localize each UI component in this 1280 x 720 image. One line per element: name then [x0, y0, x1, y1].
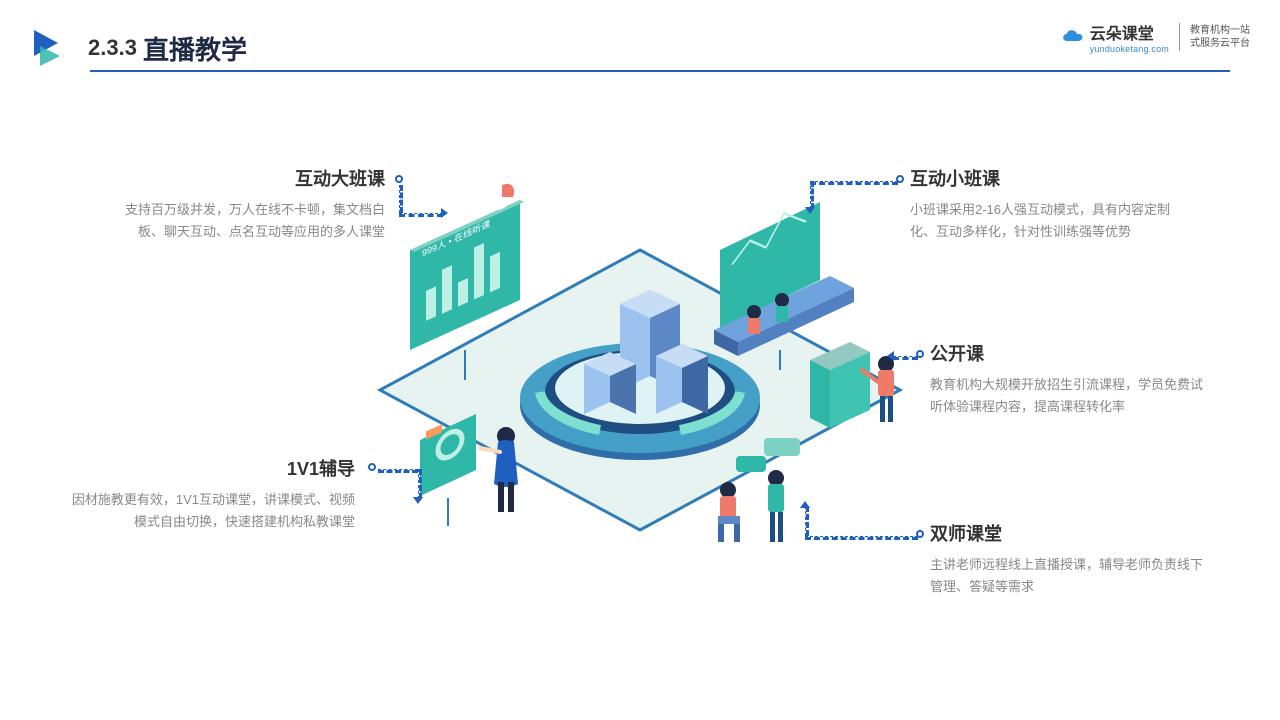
header-underline: [90, 70, 1230, 72]
slide-header: 2.3.3 直播教学: [30, 28, 247, 68]
connector-line: [399, 185, 403, 213]
brand-sub: yunduoketang.com: [1090, 44, 1169, 54]
arrow-head-icon: [887, 351, 894, 361]
callout-body: 因材施教更有效，1V1互动课堂，讲课模式、视频模式自由切换，快速搭建机构私教课堂: [70, 489, 355, 533]
connector-line: [810, 181, 898, 185]
callout-title: 公开课: [930, 340, 1215, 366]
connector-dot: [368, 463, 376, 471]
callout-mid-right: 公开课 教育机构大规模开放招生引流课程，学员免费试听体验课程内容，提高课程转化率: [930, 340, 1215, 418]
arrow-head-icon: [441, 208, 448, 218]
callout-top-left: 互动大班课 支持百万级并发，万人在线不卡顿，集文档白板、聊天互动、点名互动等应用…: [100, 165, 385, 243]
section-title: 直播教学: [143, 30, 247, 67]
brand-block: 云朵课堂 yunduoketang.com 教育机构一站 式服务云平台: [1060, 20, 1250, 54]
callout-bottom-right: 双师课堂 主讲老师远程线上直播授课，辅导老师负责线下管理、答疑等需求: [930, 520, 1215, 598]
section-number: 2.3.3: [88, 35, 137, 61]
callout-top-right: 互动小班课 小班课采用2-16人强互动模式，具有内容定制化、互动多样化，针对性训…: [910, 165, 1195, 243]
callout-title: 双师课堂: [930, 520, 1215, 546]
connector-line: [418, 469, 422, 499]
connector-line: [378, 469, 418, 473]
brand-tag-line2: 式服务云平台: [1190, 37, 1250, 51]
arrow-head-icon: [800, 501, 810, 508]
brand-tag: 教育机构一站 式服务云平台: [1190, 24, 1250, 51]
connector-line: [893, 356, 918, 360]
brand-logo: 云朵课堂 yunduoketang.com: [1060, 20, 1169, 54]
play-icon: [30, 28, 70, 68]
connector-line: [805, 506, 809, 536]
callout-body: 小班课采用2-16人强互动模式，具有内容定制化、互动多样化，针对性训练强等优势: [910, 199, 1195, 243]
callout-body: 主讲老师远程线上直播授课，辅导老师负责线下管理、答疑等需求: [930, 554, 1215, 598]
connector-line: [810, 181, 814, 209]
brand-name: 云朵课堂: [1090, 20, 1169, 44]
connector-dot: [395, 175, 403, 183]
callout-body: 支持百万级并发，万人在线不卡顿，集文档白板、聊天互动、点名互动等应用的多人课堂: [100, 199, 385, 243]
brand-tag-line1: 教育机构一站: [1190, 24, 1250, 38]
callout-body: 教育机构大规模开放招生引流课程，学员免费试听体验课程内容，提高课程转化率: [930, 374, 1215, 418]
arrow-head-icon: [413, 497, 423, 504]
callout-title: 1V1辅导: [70, 455, 355, 481]
callout-title: 互动小班课: [910, 165, 1195, 191]
arrow-head-icon: [805, 207, 815, 214]
callout-title: 互动大班课: [100, 165, 385, 191]
connector-line: [805, 536, 918, 540]
brand-divider: [1179, 23, 1180, 51]
connector-line: [399, 213, 443, 217]
callout-bottom-left: 1V1辅导 因材施教更有效，1V1互动课堂，讲课模式、视频模式自由切换，快速搭建…: [70, 455, 355, 533]
